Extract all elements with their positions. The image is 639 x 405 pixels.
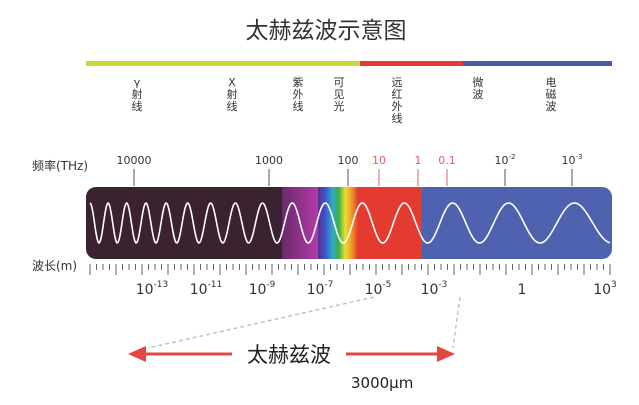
radio-band <box>422 187 612 259</box>
wavelength-tick-label: 10-11 <box>190 280 223 298</box>
terahertz-guide-right <box>452 296 461 349</box>
visible-band <box>318 187 358 259</box>
frequency-tick-label: 1000 <box>255 154 283 167</box>
terahertz-guide-left <box>147 296 375 349</box>
band-label: 紫外线 <box>293 76 304 113</box>
wavelength-axis-label: 波长(m) <box>32 259 77 273</box>
band-label: X 射线 <box>227 76 238 113</box>
frequency-tick-label: 10-3 <box>562 153 583 167</box>
terahertz-wavelength: 3000μm <box>351 374 413 392</box>
frequency-tick-label: 10 <box>372 154 386 167</box>
spectrum-bar <box>86 187 612 259</box>
frequency-tick-label: 10-2 <box>495 153 516 167</box>
page-title: 太赫兹波示意图 <box>246 18 407 44</box>
wavelength-tick-label: 10-3 <box>421 280 448 298</box>
wavelength-ruler <box>89 264 611 275</box>
frequency-axis-label: 频率(THz) <box>32 158 88 173</box>
infrared-band <box>358 187 422 259</box>
frequency-tick-label: 10000 <box>117 154 152 167</box>
band-label: 可见光 <box>334 76 345 113</box>
wavelength-tick-label: 103 <box>593 280 617 298</box>
frequency-ticks: 10000 1000 100 10 1 0.1 10-2 10-3 <box>117 153 583 186</box>
wave-line <box>89 201 611 245</box>
band-labels: γ 射线 X 射线 紫外线 可见光 远红外线 微波 电磁波 <box>132 75 557 125</box>
wavelength-tick-label: 10-13 <box>136 280 169 298</box>
frequency-tick-label: 1 <box>415 154 422 167</box>
wavelength-tick-label: 1 <box>518 282 527 298</box>
band-label: 远红外线 <box>392 76 403 125</box>
wavelength-tick-labels: 10-13 10-11 10-9 10-7 10-5 10-3 1 103 <box>136 280 617 298</box>
band-label: γ 射线 <box>132 76 143 113</box>
terahertz-range-arrow <box>128 340 455 368</box>
frequency-tick-label: 0.1 <box>438 154 456 167</box>
category-bar-red <box>360 61 463 66</box>
arrow-right-icon <box>437 346 455 362</box>
band-label: 电磁波 <box>546 76 557 113</box>
category-bar-blue <box>463 61 612 66</box>
xray-band <box>86 187 282 259</box>
wavelength-tick-label: 10-9 <box>249 280 276 298</box>
category-bar <box>86 61 612 66</box>
category-bar-yellow <box>86 61 360 66</box>
frequency-tick-label: 100 <box>338 154 359 167</box>
band-label: 微波 <box>473 75 484 101</box>
terahertz-label: 太赫兹波 <box>247 343 331 367</box>
wavelength-tick-label: 10-7 <box>307 280 334 298</box>
wavelength-tick-label: 10-5 <box>365 280 392 298</box>
arrow-left-icon <box>128 346 146 362</box>
